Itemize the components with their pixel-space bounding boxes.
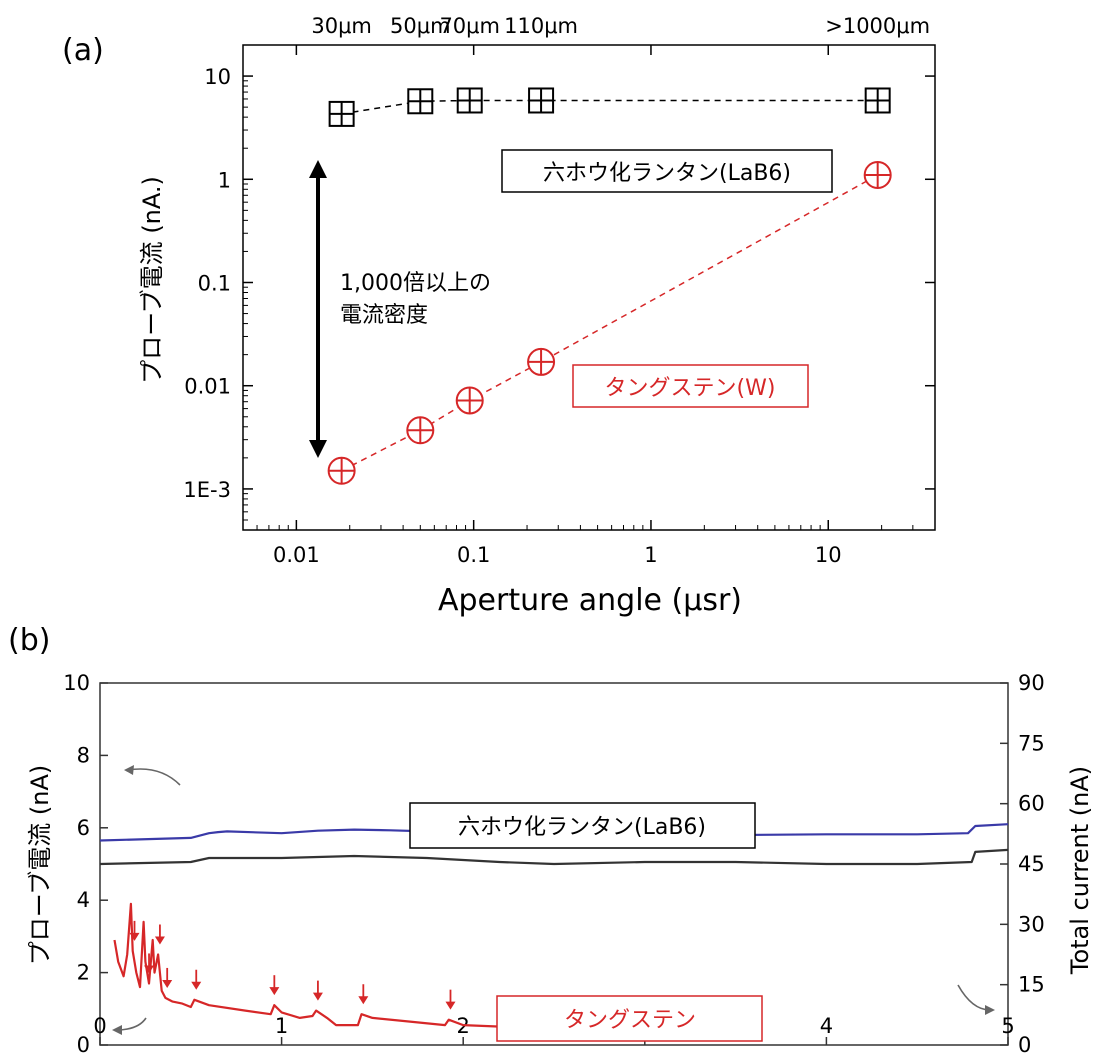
chart-b-spike-arrow-2 bbox=[154, 924, 165, 945]
chart-b-y2-ticks: 0 15 30 45 60 75 90 bbox=[1000, 671, 1045, 1055]
chart-b-y-tick-label-1: 2 bbox=[77, 961, 90, 985]
chart-b-y2-tick-label-6: 90 bbox=[1018, 671, 1045, 695]
chart-a-tungsten-point-2 bbox=[455, 386, 484, 415]
chart-a-tungsten-point-4 bbox=[863, 161, 892, 190]
chart-b-spike-arrows bbox=[129, 920, 456, 1010]
chart-b-y2-tick-label-3: 45 bbox=[1018, 852, 1045, 876]
chart-b-spike-arrow-6 bbox=[312, 980, 323, 1001]
chart-b-spike-arrow-5 bbox=[269, 975, 280, 996]
chart-b-tungsten-line bbox=[113, 902, 507, 1028]
chart-b-y2-axis-label: Total current (nA) bbox=[1066, 766, 1094, 975]
chart-a-tungsten-point-3 bbox=[527, 347, 556, 376]
chart-b-y-tick-label-2: 4 bbox=[77, 888, 90, 912]
chart-a-y-tick-label-4: 10 bbox=[204, 65, 231, 89]
chart-a-x-axis-label: Aperture angle (μsr) bbox=[438, 583, 742, 618]
chart-a-tungsten-point-0 bbox=[327, 456, 356, 485]
chart-a-tungsten-label: タングステン(W) bbox=[572, 364, 809, 408]
chart-b-spike-arrow-1 bbox=[144, 953, 155, 974]
chart-b-y-axis-label: プローブ電流 (nA) bbox=[26, 765, 54, 966]
chart-b-x-tick-label-4: 4 bbox=[820, 1014, 833, 1038]
chart-b-x-tick-label-0: 0 bbox=[93, 1014, 106, 1038]
chart-a-series-group bbox=[327, 87, 892, 485]
chart-a-lab6-line bbox=[341, 99, 878, 115]
chart-b-total-current-line bbox=[99, 848, 1009, 866]
chart-b-spike-arrow-7 bbox=[358, 984, 369, 1005]
chart-b-y2-tick-label-2: 30 bbox=[1018, 912, 1045, 936]
chart-a-y-tick-label-3: 1 bbox=[218, 168, 231, 192]
chart-a-x-ticks: 0.01 0.1 1 10 bbox=[242, 45, 914, 567]
chart-a-y-tick-label-0: 1E-3 bbox=[183, 478, 231, 502]
chart-a-lab6-label-text: 六ホウ化ランタン(LaB6) bbox=[543, 161, 791, 186]
chart-b-y-tick-label-4: 8 bbox=[77, 743, 90, 767]
chart-b-y2-tick-label-1: 15 bbox=[1018, 973, 1045, 997]
panel-a-label: (a) bbox=[62, 33, 104, 68]
chart-a-lab6-point-3 bbox=[528, 87, 555, 114]
chart-a-annotation-line1: 1,000倍以上の bbox=[340, 271, 491, 296]
chart-b-lab6-label-text: 六ホウ化ランタン(LaB6) bbox=[458, 815, 706, 840]
chart-a-y-ticks: 1E-3 0.01 0.1 1 10 bbox=[183, 65, 935, 521]
chart-a-double-arrow bbox=[309, 160, 327, 458]
chart-a-top-label-2: 70μm bbox=[439, 14, 500, 38]
chart-b-y-tick-label-0: 0 bbox=[77, 1033, 90, 1055]
chart-a-annotation-line2: 電流密度 bbox=[340, 303, 428, 328]
chart-b-x-tick-label-1: 1 bbox=[275, 1014, 288, 1038]
chart-a-y-tick-label-2: 0.1 bbox=[198, 271, 231, 295]
panel-b-label: (b) bbox=[8, 623, 50, 658]
chart-a-tungsten-label-text: タングステン(W) bbox=[605, 376, 776, 401]
chart-a-tungsten-point-1 bbox=[406, 416, 435, 445]
chart-b-x-tick-label-5: 5 bbox=[1001, 1014, 1014, 1038]
chart-a-top-label-1: 50μm bbox=[390, 14, 451, 38]
chart-a-top-label-4: >1000μm bbox=[825, 14, 930, 38]
chart-a-top-label-0: 30μm bbox=[311, 14, 372, 38]
chart-b-y2-tick-label-5: 75 bbox=[1018, 731, 1045, 755]
chart-a-lab6-point-0 bbox=[328, 100, 355, 127]
chart-b-tungsten-label-text: タングステン bbox=[564, 1008, 696, 1033]
chart-b-spike-arrow-0 bbox=[129, 920, 140, 941]
chart-b-spike-arrow-8 bbox=[445, 989, 456, 1010]
chart-b-tungsten-label: タングステン bbox=[496, 995, 763, 1042]
chart-a-lab6-point-1 bbox=[407, 88, 434, 115]
chart-b-spike-arrow-4 bbox=[191, 969, 202, 990]
chart-b-y2-tick-label-4: 60 bbox=[1018, 792, 1045, 816]
chart-a-lab6-point-2 bbox=[456, 87, 483, 114]
chart-a-y-axis-label: プローブ電流 (nA.) bbox=[138, 176, 166, 384]
chart-b-lab6-label: 六ホウ化ランタン(LaB6) bbox=[409, 802, 756, 849]
chart-b-spike-arrow-3 bbox=[162, 967, 173, 988]
chart-a-y-tick-label-1: 0.01 bbox=[184, 375, 231, 399]
chart-a-top-label-3: 110μm bbox=[504, 14, 578, 38]
chart-a-x-tick-label-0: 0.01 bbox=[273, 543, 320, 567]
chart-a-lab6-point-4 bbox=[864, 87, 891, 114]
chart-a-x-tick-label-3: 10 bbox=[815, 543, 842, 567]
chart-b-y-tick-label-5: 10 bbox=[63, 671, 90, 695]
chart-b-axis-indicator-arrows bbox=[112, 765, 995, 1035]
chart-a-x-tick-label-1: 0.1 bbox=[457, 543, 490, 567]
chart-a-x-tick-label-2: 1 bbox=[644, 543, 657, 567]
chart-a-lab6-label: 六ホウ化ランタン(LaB6) bbox=[501, 149, 833, 193]
chart-b-y-tick-label-3: 6 bbox=[77, 816, 90, 840]
chart-b-y-ticks: 0 2 4 6 8 10 bbox=[63, 671, 108, 1055]
chart-b-y2-tick-label-0: 0 bbox=[1018, 1033, 1031, 1055]
